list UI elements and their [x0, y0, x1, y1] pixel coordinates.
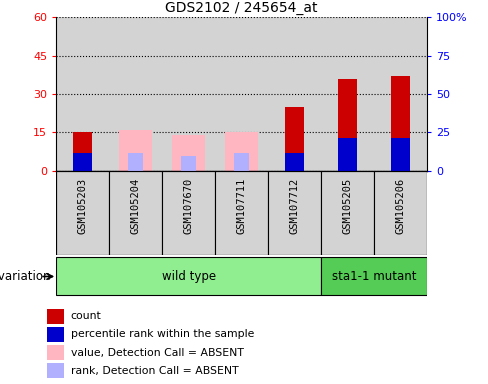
Text: GSM105206: GSM105206: [395, 178, 406, 234]
Bar: [47, 345, 63, 360]
Bar: [321, 17, 374, 171]
Text: value, Detection Call = ABSENT: value, Detection Call = ABSENT: [71, 348, 244, 358]
Bar: [391, 137, 410, 171]
Bar: [56, 171, 109, 255]
Text: percentile rank within the sample: percentile rank within the sample: [71, 329, 254, 339]
Text: GSM107711: GSM107711: [237, 178, 246, 234]
Bar: [234, 153, 249, 171]
Bar: [215, 171, 268, 255]
Bar: [391, 76, 410, 171]
Bar: [73, 132, 92, 171]
Bar: [162, 17, 215, 171]
Bar: [268, 171, 321, 255]
Bar: [128, 153, 143, 171]
Text: GSM105205: GSM105205: [343, 178, 352, 234]
Text: sta1-1 mutant: sta1-1 mutant: [332, 270, 416, 283]
Bar: [374, 17, 427, 171]
Bar: [56, 17, 109, 171]
Bar: [338, 137, 357, 171]
Text: GSM105203: GSM105203: [78, 178, 88, 234]
Text: GSM105204: GSM105204: [131, 178, 141, 234]
Bar: [109, 171, 162, 255]
Bar: [215, 17, 268, 171]
Bar: [162, 171, 215, 255]
Bar: [181, 156, 196, 171]
Bar: [172, 135, 205, 171]
Text: GSM107670: GSM107670: [183, 178, 194, 234]
Bar: [109, 17, 162, 171]
Bar: [47, 309, 63, 324]
Bar: [47, 327, 63, 342]
Bar: [73, 153, 92, 171]
Bar: [47, 363, 63, 378]
Bar: [285, 107, 304, 171]
Bar: [225, 132, 258, 171]
Bar: [321, 257, 427, 296]
Bar: [56, 257, 321, 296]
Bar: [374, 171, 427, 255]
Text: wild type: wild type: [162, 270, 216, 283]
Bar: [119, 130, 152, 171]
Bar: [338, 79, 357, 171]
Text: rank, Detection Call = ABSENT: rank, Detection Call = ABSENT: [71, 366, 238, 376]
Text: genotype/variation: genotype/variation: [0, 270, 51, 283]
Text: GSM107712: GSM107712: [289, 178, 300, 234]
Bar: [268, 17, 321, 171]
Bar: [321, 171, 374, 255]
Bar: [285, 153, 304, 171]
Title: GDS2102 / 245654_at: GDS2102 / 245654_at: [165, 1, 318, 15]
Text: count: count: [71, 311, 102, 321]
